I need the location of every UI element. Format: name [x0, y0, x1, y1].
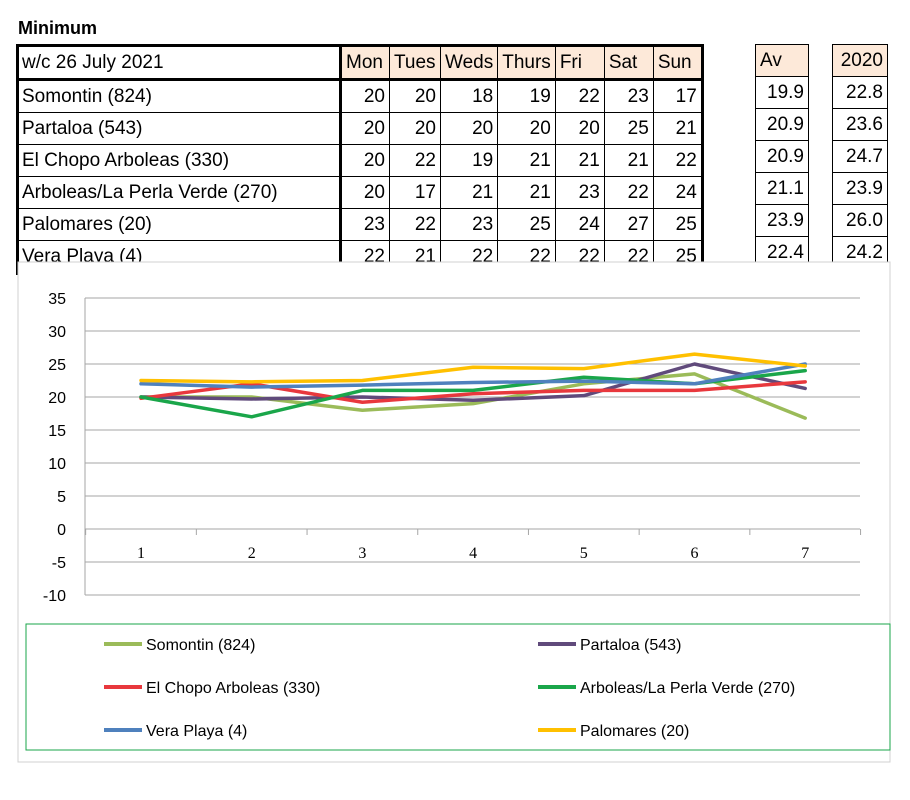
x-tick-label: 7 [801, 545, 809, 562]
day-header: Tues [389, 45, 441, 81]
legend: Somontin (824) Partaloa (543) El Chopo Arb… [104, 637, 795, 740]
y-tick-label: -10 [43, 588, 66, 605]
y-tick-label: 30 [48, 324, 66, 341]
day-value: 21 [497, 144, 556, 177]
day-value: 20 [340, 79, 390, 113]
series-line [139, 372, 807, 420]
table-row: 23.9 [832, 172, 888, 205]
day-value: 22 [389, 144, 441, 177]
day-header: Fri [554, 45, 605, 81]
table-row: 23.6 [832, 108, 888, 141]
legend-label: Somontin (824) [146, 637, 255, 654]
day-value: 20 [340, 176, 390, 209]
station-name: Somontin (824) [17, 79, 342, 113]
station-name: Partaloa (543) [17, 112, 342, 145]
average-value: 21.1 [755, 172, 809, 205]
table-row: 23.9 [755, 204, 809, 237]
day-header: Sat [603, 45, 654, 81]
average-table: Av 19.9 20.9 20.9 21.1 23.9 22.4 [755, 44, 809, 269]
legend-label: Arboleas/La Perla Verde (270) [580, 680, 795, 697]
day-value: 24 [554, 208, 605, 241]
day-value: 20 [497, 112, 556, 145]
series-line [139, 380, 807, 405]
x-tick-label: 2 [248, 545, 256, 562]
day-value: 17 [652, 79, 703, 113]
day-value: 24 [652, 176, 703, 209]
day-value: 19 [439, 144, 499, 177]
table-header-row: 2020 [832, 44, 888, 77]
previous-year-value: 23.6 [832, 108, 888, 141]
chart-title: Minimum [18, 18, 97, 38]
week-label: w/c 26 July 2021 [17, 45, 342, 81]
y-tick-label: 35 [48, 291, 66, 308]
y-tick-label: 25 [48, 357, 66, 374]
series-line [139, 362, 807, 403]
y-tick-label: -5 [52, 555, 66, 572]
day-value: 27 [603, 208, 654, 241]
series-line [139, 352, 807, 384]
y-axis: 35 30 25 20 15 10 5 0 -5 -10 [43, 291, 66, 605]
x-tick-label: 5 [580, 545, 588, 562]
table-row: 21.1 [755, 172, 809, 205]
x-tick-label: 6 [691, 545, 699, 562]
day-value: 20 [554, 112, 605, 145]
legend-label: El Chopo Arboleas (330) [146, 680, 320, 697]
day-value: 19 [497, 79, 556, 113]
day-value: 20 [439, 112, 499, 145]
table-row: 22.8 [832, 76, 888, 109]
day-value: 18 [439, 79, 499, 113]
previous-year-value: 24.7 [832, 140, 888, 173]
legend-label: Palomares (20) [580, 723, 689, 740]
average-value: 19.9 [755, 76, 809, 109]
table-row: Partaloa (543) 20 20 20 20 20 25 21 [17, 112, 703, 145]
station-name: El Chopo Arboleas (330) [17, 144, 342, 177]
day-value: 23 [340, 208, 390, 241]
table-row: 24.7 [832, 140, 888, 173]
legend-box [25, 623, 891, 751]
day-value: 21 [652, 112, 703, 145]
table-row: 19.9 [755, 76, 809, 109]
y-tick-label: 20 [48, 390, 66, 407]
legend-label: Vera Playa (4) [146, 723, 247, 740]
average-value: 23.9 [755, 204, 809, 237]
table-row: El Chopo Arboleas (330) 20 22 19 21 21 21 22 [17, 144, 703, 177]
day-value: 20 [389, 79, 441, 113]
y-tick-label: 10 [48, 456, 66, 473]
year-header: 2020 [832, 44, 888, 77]
series-line [139, 362, 807, 389]
day-header: Thurs [497, 45, 556, 81]
table-row: Palomares (20) 23 22 23 25 24 27 25 [17, 208, 703, 241]
y-tick-label: 5 [57, 489, 66, 506]
x-tick-label: 3 [358, 545, 366, 562]
previous-year-value: 22.8 [832, 76, 888, 109]
day-value: 23 [439, 208, 499, 241]
x-tick-label: 1 [137, 545, 145, 562]
y-tick-label: 0 [57, 522, 66, 539]
station-name: Palomares (20) [17, 208, 342, 241]
day-value: 25 [603, 112, 654, 145]
y-tick-label: 15 [48, 423, 66, 440]
x-tick-label: 4 [469, 545, 477, 562]
table-row: Somontin (824) 20 20 18 19 22 23 17 [17, 79, 703, 113]
table-header-row: Av [755, 44, 809, 77]
previous-year-value: 23.9 [832, 172, 888, 205]
grid-lines [84, 297, 860, 596]
legend-label: Partaloa (543) [580, 637, 681, 654]
x-axis: 1 2 3 4 5 6 7 [85, 529, 862, 562]
day-value: 25 [652, 208, 703, 241]
temperature-table: w/c 26 July 2021 Mon Tues Weds Thurs Fri Sat Su… [16, 44, 704, 275]
day-value: 22 [652, 144, 703, 177]
day-header: Weds [439, 45, 499, 81]
previous-year-table: 2020 22.8 23.6 24.7 23.9 26.0 24.2 [832, 44, 888, 269]
day-header: Sun [652, 45, 703, 81]
average-header: Av [755, 44, 809, 77]
day-value: 21 [439, 176, 499, 209]
day-value: 22 [603, 176, 654, 209]
table-header-row: w/c 26 July 2021 Mon Tues Weds Thurs Fri Sat Su… [17, 45, 703, 81]
series-lines [139, 352, 807, 420]
day-value: 20 [340, 144, 390, 177]
